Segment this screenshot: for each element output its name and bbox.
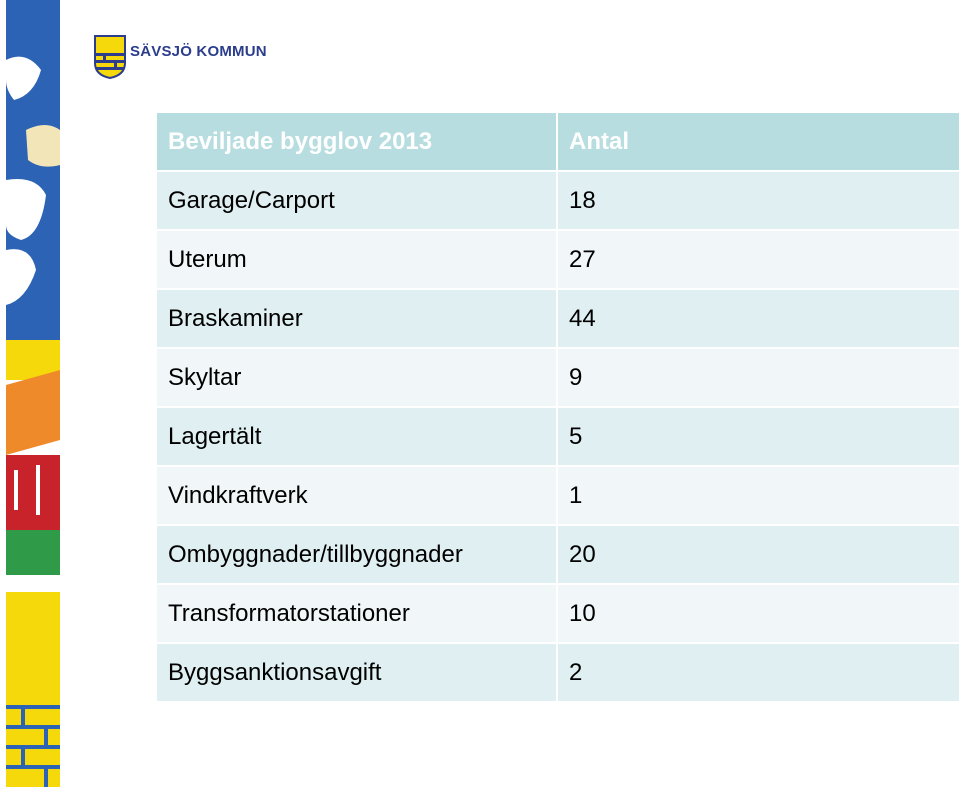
row-label: Uterum [157, 230, 558, 290]
column-header-count: Antal [557, 113, 960, 172]
table-row: Lagertält 5 [157, 407, 960, 467]
row-label: Lagertält [157, 407, 558, 467]
row-value: 20 [557, 525, 960, 585]
row-label: Skyltar [157, 348, 558, 408]
row-label: Ombyggnader/tillbyggnader [157, 525, 558, 585]
row-value: 2 [557, 643, 960, 703]
row-value: 1 [557, 466, 960, 526]
table-row: Ombyggnader/tillbyggnader 20 [157, 525, 960, 585]
shield-icon [94, 35, 126, 79]
table-header-row: Beviljade bygglov 2013 Antal [157, 113, 960, 172]
row-label: Byggsanktionsavgift [157, 643, 558, 703]
table-row: Byggsanktionsavgift 2 [157, 643, 960, 703]
row-value: 5 [557, 407, 960, 467]
table-row: Garage/Carport 18 [157, 171, 960, 231]
table-row: Uterum 27 [157, 230, 960, 290]
row-value: 9 [557, 348, 960, 408]
row-value: 44 [557, 289, 960, 349]
row-value: 18 [557, 171, 960, 231]
municipality-logo: SÄVSJÖ KOMMUN [94, 35, 267, 79]
row-value: 10 [557, 584, 960, 644]
row-label: Garage/Carport [157, 171, 558, 231]
table-row: Vindkraftverk 1 [157, 466, 960, 526]
table-row: Transformatorstationer 10 [157, 584, 960, 644]
permits-table-container: Beviljade bygglov 2013 Antal Garage/Carp… [157, 113, 960, 703]
column-header-category: Beviljade bygglov 2013 [157, 113, 558, 172]
decorative-side-artwork [6, 0, 60, 787]
row-value: 27 [557, 230, 960, 290]
logo-text: SÄVSJÖ KOMMUN [130, 43, 267, 60]
row-label: Vindkraftverk [157, 466, 558, 526]
permits-table: Beviljade bygglov 2013 Antal Garage/Carp… [157, 113, 960, 703]
table-row: Skyltar 9 [157, 348, 960, 408]
table-row: Braskaminer 44 [157, 289, 960, 349]
row-label: Transformatorstationer [157, 584, 558, 644]
row-label: Braskaminer [157, 289, 558, 349]
